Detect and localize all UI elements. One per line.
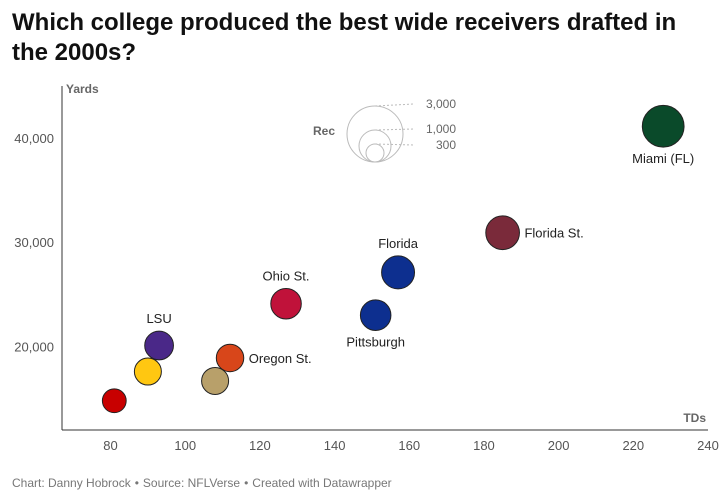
data-point — [133, 357, 162, 386]
size-legend-circle — [346, 105, 404, 163]
data-point-label: Florida — [378, 236, 419, 251]
chart-title: Which college produced the best wide rec… — [12, 9, 677, 66]
data-point — [101, 388, 127, 414]
size-legend-title: Rec — [313, 124, 335, 138]
scatter-chart: 80 100 120 140 160 180 200 220 240 20,000 30,000 40… — [14, 82, 719, 453]
data-point — [270, 287, 302, 320]
x-tick-label: 240 — [697, 438, 719, 453]
size-legend-label: 3,000 — [426, 97, 456, 111]
data-point — [359, 299, 392, 331]
size-legend-leader — [374, 143, 415, 146]
x-tick-label: 220 — [622, 438, 644, 453]
footer-separator-1: • — [134, 476, 139, 490]
x-tick-label: 120 — [249, 438, 271, 453]
data-point-label: LSU — [146, 311, 171, 326]
x-axis-title: TDs — [683, 411, 706, 425]
size-legend-label: 1,000 — [426, 122, 456, 136]
footer-tool: Created with Datawrapper — [252, 476, 392, 490]
x-tick-label: 180 — [473, 438, 495, 453]
data-point-label: Miami (FL) — [632, 151, 694, 166]
data-point — [381, 255, 416, 290]
data-point-label: Florida St. — [524, 226, 583, 241]
footer-source: Source: NFLVerse — [142, 476, 241, 490]
size-legend-leader — [374, 103, 415, 107]
footer-separator-2: • — [244, 476, 249, 490]
size-legend-leader — [374, 128, 415, 131]
x-tick-label: 160 — [398, 438, 420, 453]
x-tick-label: 140 — [324, 438, 346, 453]
data-point — [144, 330, 174, 361]
y-axis-title: Yards — [66, 82, 99, 96]
footer-credit: Chart: Danny Hobrock — [12, 476, 131, 490]
y-tick-label: 20,000 — [14, 340, 54, 355]
size-legend-circle — [358, 129, 392, 163]
x-tick-label: 80 — [103, 438, 117, 453]
data-point — [641, 104, 685, 148]
y-tick-label: 40,000 — [14, 131, 54, 146]
x-tick-label: 100 — [174, 438, 196, 453]
data-point-label: Ohio St. — [263, 268, 310, 283]
y-tick-label: 30,000 — [14, 235, 54, 250]
size-legend-label: 300 — [436, 138, 456, 152]
data-point — [201, 366, 230, 395]
chart-footer: Chart: Danny Hobrock • Source: NFLVerse • Cr… — [12, 476, 392, 490]
data-point — [485, 215, 520, 251]
data-point-label: Pittsburgh — [346, 334, 405, 349]
x-tick-label: 200 — [548, 438, 570, 453]
size-legend-circle — [365, 143, 385, 163]
data-point — [215, 343, 245, 373]
data-point-label: Oregon St. — [249, 351, 312, 366]
